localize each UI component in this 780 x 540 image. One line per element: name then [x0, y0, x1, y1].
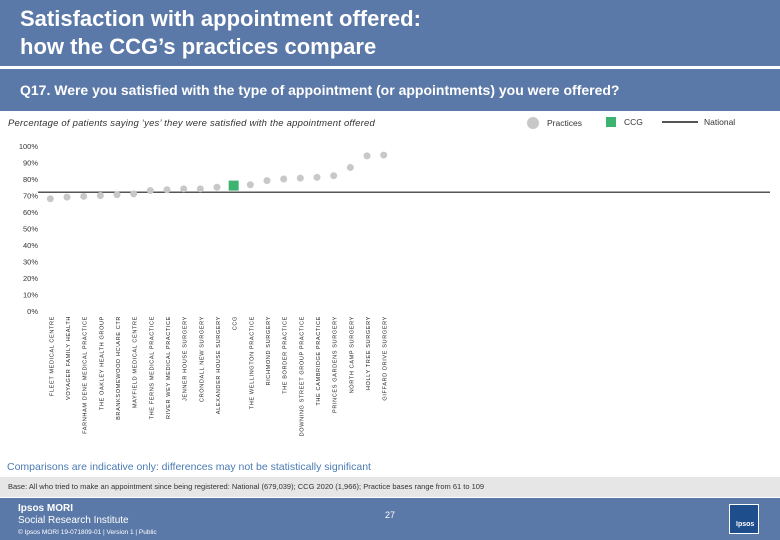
ccg-marker-icon — [606, 117, 616, 127]
footer: Ipsos MORI Social Research Institute © I… — [0, 498, 780, 540]
practice-point — [146, 187, 154, 195]
legend-ccg-label: CCG — [624, 117, 643, 127]
practice-point — [296, 174, 304, 182]
chart-legend: Practices CCG National — [0, 117, 780, 131]
legend-ccg: CCG — [606, 117, 643, 127]
category-label: THE WELLINGTON PRACTICE — [249, 316, 255, 409]
copyright-text: © Ipsos MORI 19-071809-01 | Version 1 | … — [18, 529, 157, 536]
category-label: NORTH CAMP SURGERY — [349, 316, 355, 393]
legend-national-label: National — [704, 117, 736, 127]
category-label: DOWNING STREET GROUP PRACTICE — [299, 316, 305, 436]
practice-point — [196, 185, 204, 193]
category-label: THE FERNS MEDICAL PRACTICE — [149, 316, 155, 419]
category-label: THE BORDER PRACTICE — [283, 316, 289, 394]
y-tick-label: 90% — [23, 159, 38, 168]
slide-title: Satisfaction with appointment offered: h… — [20, 6, 421, 59]
sri-logo-text: Social Research Institute — [18, 515, 129, 526]
satisfaction-chart: 100% 90% 80% 70% 60% 50% 40% 30% 20% 10% 0% FLEET M… — [19, 142, 770, 436]
practice-point — [113, 191, 121, 199]
category-label: THE OAKLEY HEALTH GROUP — [99, 316, 105, 410]
brand-text: Ipsos — [736, 521, 755, 528]
category-label: VOYAGER FAMILY HEALTH — [66, 316, 72, 400]
y-tick-label: 60% — [23, 208, 38, 217]
category-label: GIFFARD DRIVE SURGERY — [383, 316, 389, 401]
category-label: CRONDALL NEW SURGERY — [199, 316, 205, 402]
comparisons-note: Comparisons are indicative only: differe… — [7, 461, 371, 473]
practice-point — [80, 192, 88, 200]
y-tick-label: 100% — [19, 142, 39, 151]
practice-point — [96, 192, 104, 199]
practice-point — [380, 151, 388, 159]
practice-point — [263, 177, 271, 185]
practice-point — [180, 185, 188, 193]
category-label: RICHMOND SURGERY — [266, 316, 272, 385]
base-bar: Base: All who tried to make an appointme… — [0, 477, 780, 497]
chart-subtitle: Percentage of patients saying ‘yes’ they… — [8, 118, 375, 129]
category-label: PRINCES GARDENS SURGERY — [333, 316, 339, 413]
base-note: Base: All who tried to make an appointme… — [8, 482, 485, 491]
y-tick-label: 50% — [23, 225, 38, 234]
practice-point — [213, 183, 221, 191]
y-tick-label: 70% — [23, 192, 38, 201]
y-tick-label: 10% — [23, 291, 38, 300]
national-line-icon — [662, 121, 698, 123]
ipsos-brand-logo: Ipsos — [729, 504, 759, 534]
legend-national: National — [662, 117, 735, 127]
practice-point — [280, 175, 288, 183]
y-tick-label: 30% — [23, 258, 38, 267]
category-label: THE CAMBRIDGE PRACTICE — [316, 316, 322, 406]
practice-point — [313, 173, 321, 181]
y-tick-label: 80% — [23, 175, 38, 184]
y-tick-label: 40% — [23, 241, 38, 250]
practice-point — [330, 172, 338, 180]
y-tick-label: 20% — [23, 274, 38, 283]
page-number: 27 — [385, 510, 396, 520]
practice-point — [130, 190, 138, 198]
category-label: JENNER HOUSE SURGERY — [183, 316, 189, 401]
practice-point — [63, 193, 71, 201]
practice-point — [363, 152, 371, 160]
category-label: FARNHAM DENE MEDICAL PRACTICE — [83, 316, 89, 434]
category-label: MAYFIELD MEDICAL CENTRE — [133, 316, 139, 408]
legend-practices: Practices — [527, 117, 582, 129]
y-tick-label: 0% — [27, 307, 38, 316]
category-label: RIVER WEY MEDICAL PRACTICE — [166, 316, 172, 419]
legend-practices-label: Practices — [547, 118, 582, 128]
question-text: Q17. Were you satisfied with the type of… — [20, 82, 620, 98]
practice-point — [163, 186, 171, 194]
category-label: CCG — [233, 316, 239, 330]
practice-point — [46, 195, 54, 203]
practice-point — [346, 163, 354, 171]
practice-point — [246, 181, 254, 189]
ccg-point — [228, 180, 239, 191]
category-label: HOLLY TREE SURGERY — [366, 316, 372, 390]
title-bar: Satisfaction with appointment offered: h… — [0, 0, 780, 66]
category-label: ALEXANDER HOUSE SURGERY — [216, 316, 222, 414]
category-label: FLEET MEDICAL CENTRE — [49, 316, 55, 396]
question-bar: Q17. Were you satisfied with the type of… — [0, 69, 780, 111]
practice-marker-icon — [527, 117, 539, 129]
ipsos-mori-logo: Ipsos MORI — [18, 503, 74, 514]
category-label: BRANKSOMEWOOD HC\ARE CTR — [116, 316, 122, 420]
